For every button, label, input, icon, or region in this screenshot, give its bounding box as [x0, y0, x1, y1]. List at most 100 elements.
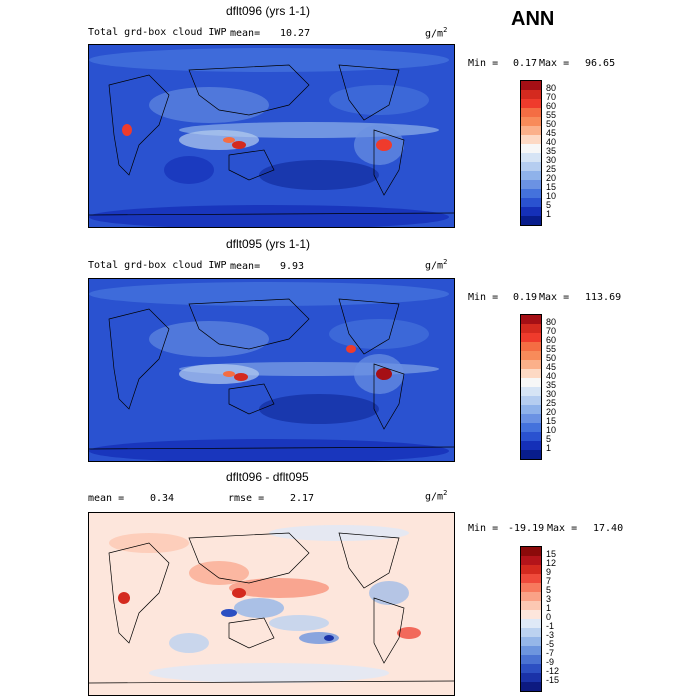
- colorbar-segment: [521, 216, 541, 225]
- colorbar-tick-label: 15: [546, 182, 557, 192]
- colorbar-segment: [521, 682, 541, 691]
- panel3-units: g/m2: [425, 489, 448, 503]
- colorbar-segment: [521, 360, 541, 369]
- colorbar-segment: [521, 207, 541, 216]
- colorbar-segment: [521, 369, 541, 378]
- panel2-map-field: [89, 279, 454, 461]
- panel1-max-label: Max =: [539, 58, 570, 69]
- panel3-max-label: Max =: [547, 523, 578, 534]
- panel3-max-value: 17.40: [593, 523, 624, 534]
- colorbar-segment: [521, 610, 541, 619]
- panel2-mean-label: mean=: [230, 261, 261, 272]
- colorbar-segment: [521, 99, 541, 108]
- colorbar-tick-label: 1: [546, 209, 552, 219]
- colorbar-segment: [521, 333, 541, 342]
- colorbar-segment: [521, 450, 541, 459]
- colorbar-tick-label: 1: [546, 443, 552, 453]
- colorbar-segment: [521, 153, 541, 162]
- colorbar-segment: [521, 198, 541, 207]
- colorbar-segment: [521, 396, 541, 405]
- colorbar-segment: [521, 315, 541, 324]
- colorbar-tick-label: 50: [546, 353, 557, 363]
- colorbar-tick-label: 0: [546, 612, 552, 622]
- colorbar-tick-label: 9: [546, 567, 552, 577]
- colorbar-tick-label: 40: [546, 137, 557, 147]
- colorbar-segment: [521, 387, 541, 396]
- panel2-units: g/m2: [425, 258, 448, 272]
- colorbar-tick-label: 3: [546, 594, 552, 604]
- colorbar-segment: [521, 637, 541, 646]
- panel1-map: [88, 44, 455, 228]
- colorbar-segment: [521, 378, 541, 387]
- colorbar-segment: [521, 655, 541, 664]
- colorbar-segment: [521, 556, 541, 565]
- colorbar-tick-label: 7: [546, 576, 552, 586]
- colorbar-segment: [521, 441, 541, 450]
- panel2-min-label: Min =: [468, 292, 499, 303]
- panel3-min-value: -19.19: [508, 523, 545, 534]
- colorbar-segment: [521, 628, 541, 637]
- colorbar-tick-label: -5: [546, 639, 555, 649]
- colorbar-segment: [521, 547, 541, 556]
- colorbar-tick-label: 20: [546, 407, 557, 417]
- colorbar-segment: [521, 189, 541, 198]
- panel2-min-value: 0.19: [513, 292, 538, 303]
- colorbar-tick-label: 60: [546, 101, 557, 111]
- colorbar-segment: [521, 108, 541, 117]
- colorbar-segment: [521, 144, 541, 153]
- panel3-mean-value: 0.34: [150, 493, 175, 504]
- colorbar-segment: [521, 574, 541, 583]
- colorbar-tick-label: 45: [546, 362, 557, 372]
- colorbar-tick-label: -9: [546, 657, 555, 667]
- colorbar-tick-label: 25: [546, 398, 557, 408]
- colorbar-tick-label: 80: [546, 83, 557, 93]
- panel1-subtitle: Total grd-box cloud IWP: [88, 27, 227, 38]
- colorbar-segment: [521, 162, 541, 171]
- colorbar-segment: [521, 342, 541, 351]
- panel1-min-value: 0.17: [513, 58, 538, 69]
- colorbar-segment: [521, 432, 541, 441]
- colorbar-tick-label: 15: [546, 549, 557, 559]
- colorbar-tick-label: 20: [546, 173, 557, 183]
- colorbar-segment: [521, 180, 541, 189]
- colorbar-tick-label: 35: [546, 380, 557, 390]
- colorbar-segment: [521, 126, 541, 135]
- colorbar-tick-label: -15: [546, 675, 560, 685]
- panel3-colorbar: [520, 546, 542, 692]
- colorbar-tick-label: -12: [546, 666, 560, 676]
- colorbar-segment: [521, 351, 541, 360]
- colorbar-segment: [521, 81, 541, 90]
- colorbar-tick-label: 55: [546, 110, 557, 120]
- panel3-map: [88, 512, 455, 696]
- colorbar-segment: [521, 117, 541, 126]
- colorbar-tick-label: 30: [546, 389, 557, 399]
- colorbar-segment: [521, 90, 541, 99]
- colorbar-tick-label: -7: [546, 648, 555, 658]
- colorbar-tick-label: 35: [546, 146, 557, 156]
- colorbar-tick-label: 5: [546, 434, 552, 444]
- colorbar-tick-label: -1: [546, 621, 555, 631]
- panel2-title: dflt095 (yrs 1-1): [226, 237, 311, 251]
- panel3-rmse-label: rmse =: [228, 493, 265, 504]
- panel3-min-label: Min =: [468, 523, 499, 534]
- colorbar-tick-label: 25: [546, 164, 557, 174]
- panel1-mean-value: 10.27: [280, 28, 311, 39]
- panel2-subtitle: Total grd-box cloud IWP: [88, 260, 227, 271]
- colorbar-segment: [521, 405, 541, 414]
- colorbar-segment: [521, 664, 541, 673]
- colorbar-segment: [521, 673, 541, 682]
- colorbar-segment: [521, 423, 541, 432]
- colorbar-segment: [521, 583, 541, 592]
- colorbar-segment: [521, 592, 541, 601]
- colorbar-tick-label: 10: [546, 425, 557, 435]
- colorbar-segment: [521, 646, 541, 655]
- colorbar-tick-label: 60: [546, 335, 557, 345]
- colorbar-segment: [521, 324, 541, 333]
- season-label: ANN: [511, 8, 555, 30]
- panel1-map-field: [89, 45, 454, 227]
- panel3-map-field: [89, 513, 454, 695]
- colorbar-segment: [521, 619, 541, 628]
- panel1-max-value: 96.65: [585, 58, 616, 69]
- panel1-mean-label: mean=: [230, 28, 261, 39]
- colorbar-segment: [521, 135, 541, 144]
